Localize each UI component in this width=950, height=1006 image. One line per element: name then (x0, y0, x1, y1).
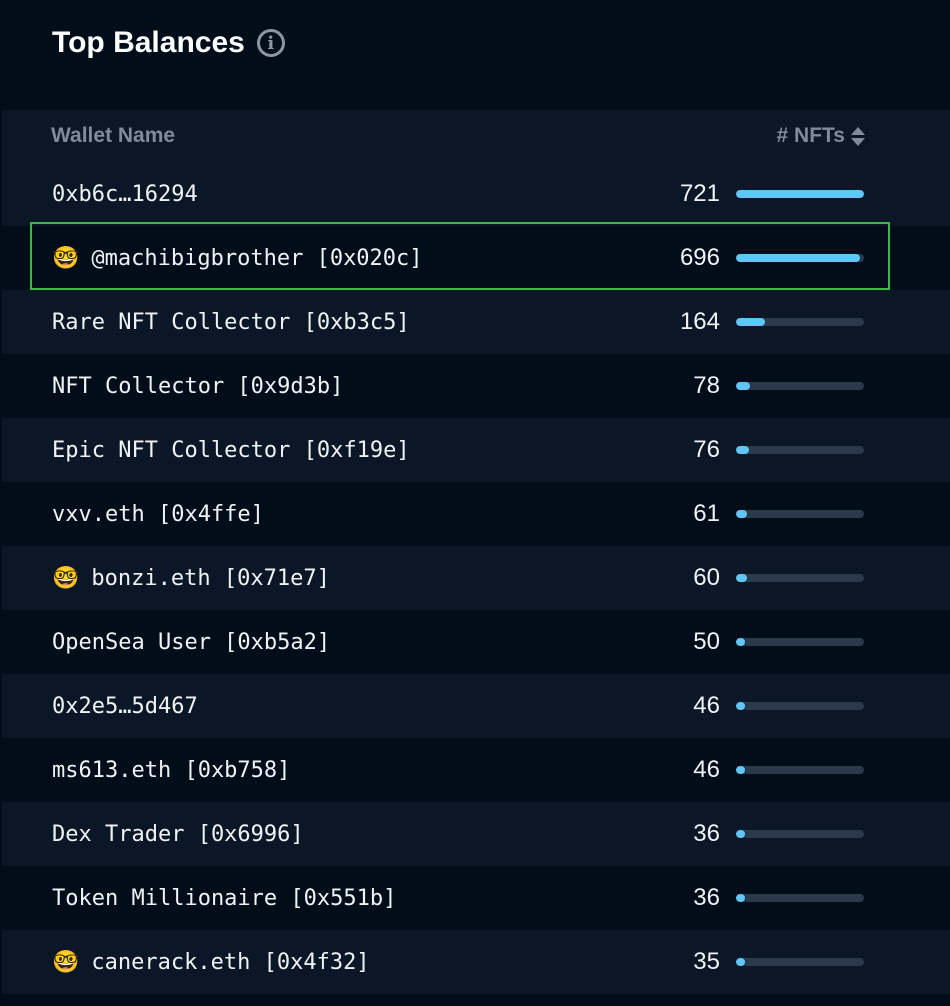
nft-bar-fill (736, 766, 745, 774)
nerd-face-icon: 🤓 (52, 565, 80, 591)
nft-bar-fill (736, 894, 745, 902)
wallet-name[interactable]: Rare NFT Collector [0xb3c5] (52, 309, 410, 335)
wallet-name-cell[interactable]: vxv.eth [0x4ffe] (52, 502, 640, 527)
table-row[interactable]: 🤓 @machibigbrother [0x020c] 696 (2, 222, 950, 290)
table-row[interactable]: 0x2e5…5d467 46 (2, 674, 950, 738)
page-title: Top Balances i (52, 26, 285, 60)
nft-bar-track (736, 894, 864, 902)
info-icon[interactable]: i (256, 29, 285, 57)
wallet-name-cell[interactable]: Epic NFT Collector [0xf19e] (52, 438, 640, 463)
nft-bar-track (736, 702, 864, 710)
nft-bar-fill (736, 318, 766, 326)
nft-bar-track (736, 638, 864, 646)
wallet-name-cell[interactable]: Token Millionaire [0x551b] (52, 886, 640, 911)
table-row[interactable]: Rare NFT Collector [0xb3c5] 164 (2, 290, 950, 354)
wallet-name-cell[interactable]: Rare NFT Collector [0xb3c5] (52, 310, 640, 335)
nft-bar-track (736, 830, 864, 838)
nft-count: 61 (693, 500, 720, 527)
wallet-name-cell[interactable]: 0x2e5…5d467 (52, 694, 640, 719)
nft-count: 78 (693, 372, 720, 399)
nft-count: 76 (693, 436, 720, 463)
nft-bar-fill (736, 190, 864, 198)
table-row[interactable]: 🤓 canerack.eth [0x4f32] 35 (2, 930, 950, 994)
table-row[interactable]: 0xb6c…16294 721 (2, 162, 950, 226)
wallet-name[interactable]: OpenSea User [0xb5a2] (52, 629, 331, 655)
wallet-name-cell[interactable]: ms613.eth [0xb758] (52, 758, 640, 783)
table-row[interactable]: NFT Collector [0x9d3b] 78 (2, 354, 950, 418)
wallet-name[interactable]: @machibigbrother [0x020c] (91, 245, 423, 271)
nft-bar-track (736, 958, 864, 966)
column-header-wallet: Wallet Name (51, 124, 176, 147)
wallet-name-cell[interactable]: 0xb6c…16294 (52, 182, 640, 207)
nft-bar-fill (736, 702, 745, 710)
nft-count: 50 (693, 628, 720, 655)
wallet-name[interactable]: Epic NFT Collector [0xf19e] (52, 437, 410, 463)
nft-bar-fill (736, 638, 745, 646)
table-row[interactable]: 🤓 bonzi.eth [0x71e7] 60 (2, 546, 950, 610)
nft-count: 46 (693, 756, 720, 783)
nerd-face-icon: 🤓 (52, 245, 80, 271)
wallet-name[interactable]: ms613.eth [0xb758] (52, 757, 291, 783)
nft-bar-track (736, 254, 864, 262)
nft-bar-track (736, 510, 864, 518)
nft-bar-fill (736, 382, 750, 390)
table-row[interactable]: Dex Trader [0x6996] 36 (2, 802, 950, 866)
table-header: Wallet Name # NFTs (2, 110, 950, 162)
nft-count: 36 (693, 820, 720, 847)
table-row[interactable]: vxv.eth [0x4ffe] 61 (2, 482, 950, 546)
nft-bar-track (736, 190, 864, 198)
nft-bar-fill (736, 958, 745, 966)
wallet-name-cell[interactable]: OpenSea User [0xb5a2] (52, 630, 640, 655)
sort-icon[interactable] (851, 126, 865, 146)
column-header-nfts: # NFTs (776, 124, 845, 147)
nft-bar-track (736, 446, 864, 454)
nft-bar-fill (736, 446, 750, 454)
nft-count: 696 (679, 244, 720, 271)
table-row[interactable]: Epic NFT Collector [0xf19e] 76 (2, 418, 950, 482)
nft-count: 36 (693, 884, 720, 911)
nft-count: 60 (693, 564, 720, 591)
wallet-name[interactable]: 0x2e5…5d467 (52, 693, 198, 719)
nft-bar-track (736, 766, 864, 774)
balances-table: Wallet Name # NFTs 0xb6c…16294 721 🤓 @mac… (2, 110, 950, 994)
table-body: 0xb6c…16294 721 🤓 @machibigbrother [0x020… (2, 162, 950, 994)
nft-bar-fill (736, 254, 860, 262)
wallet-name-cell[interactable]: 🤓 canerack.eth [0x4f32] (52, 950, 640, 975)
wallet-name-cell[interactable]: 🤓 @machibigbrother [0x020c] (52, 246, 640, 271)
wallet-name[interactable]: vxv.eth [0x4ffe] (52, 501, 264, 527)
wallet-name[interactable]: canerack.eth [0x4f32] (91, 949, 370, 975)
nft-bar-track (736, 574, 864, 582)
nft-bar-fill (736, 830, 745, 838)
wallet-name[interactable]: NFT Collector [0x9d3b] (52, 373, 344, 399)
table-row[interactable]: OpenSea User [0xb5a2] 50 (2, 610, 950, 674)
title-text: Top Balances (52, 26, 245, 59)
wallet-name-cell[interactable]: Dex Trader [0x6996] (52, 822, 640, 847)
nft-bar-fill (736, 574, 747, 582)
nft-count: 35 (693, 948, 720, 975)
table-row[interactable]: ms613.eth [0xb758] 46 (2, 738, 950, 802)
nft-count: 46 (693, 692, 720, 719)
nft-count: 721 (679, 180, 720, 207)
wallet-name[interactable]: Token Millionaire [0x551b] (52, 885, 397, 911)
column-header-nfts-sort[interactable]: # NFTs (777, 124, 865, 148)
wallet-name-cell[interactable]: NFT Collector [0x9d3b] (52, 374, 640, 399)
nft-bar-track (736, 318, 864, 326)
wallet-name[interactable]: bonzi.eth [0x71e7] (91, 565, 330, 591)
wallet-name[interactable]: 0xb6c…16294 (52, 181, 198, 207)
wallet-name-cell[interactable]: 🤓 bonzi.eth [0x71e7] (52, 566, 640, 591)
nerd-face-icon: 🤓 (52, 949, 80, 975)
nft-bar-track (736, 382, 864, 390)
nft-count: 164 (679, 308, 720, 335)
nft-bar-fill (736, 510, 747, 518)
wallet-name[interactable]: Dex Trader [0x6996] (52, 821, 304, 847)
table-row[interactable]: Token Millionaire [0x551b] 36 (2, 866, 950, 930)
